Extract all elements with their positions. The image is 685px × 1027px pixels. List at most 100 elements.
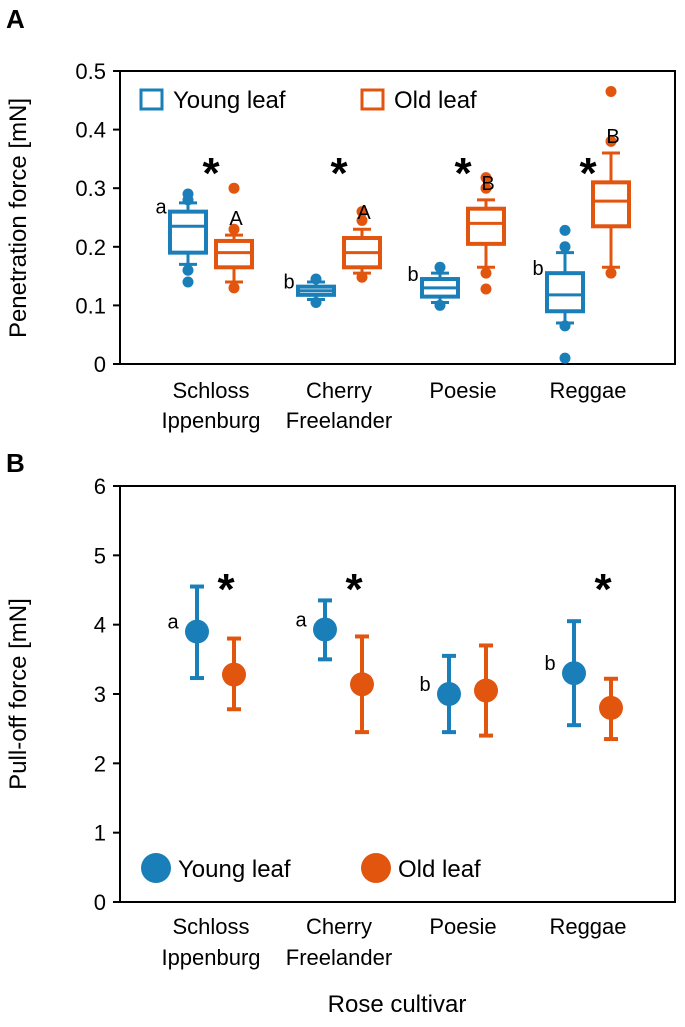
ytick-label: 0.1 [75, 293, 106, 318]
category-label: Schloss [172, 914, 249, 939]
significance-letter: a [167, 612, 179, 634]
mean-point [185, 619, 209, 644]
box [466, 206, 506, 246]
panel-a-frame [119, 70, 676, 365]
panel-a-label: A [6, 4, 25, 34]
panel-a-xaxis: Schloss Ippenburg Cherry Freelander Poesie Re… [161, 378, 626, 433]
panel-b-label: B [6, 448, 25, 478]
significance-letter: b [407, 264, 418, 286]
mean-point [474, 678, 498, 703]
outlier-point [480, 283, 492, 295]
mean-point [562, 661, 586, 686]
legend-young-box-icon [139, 88, 164, 111]
significance-letter: a [295, 610, 307, 632]
outlier-point [559, 224, 571, 236]
significance-star: * [594, 565, 612, 614]
outlier-point [559, 320, 571, 332]
legend-young-label-b: Young leaf [178, 856, 291, 883]
ytick-label: 0 [94, 890, 106, 915]
category-label: Poesie [429, 378, 496, 403]
legend-old-box-icon [360, 88, 385, 111]
panel-a-ylabel: Penetration force [mN] [5, 98, 32, 338]
ytick-label: 5 [94, 543, 106, 568]
category-label: Ippenburg [161, 408, 260, 433]
category-label: Reggae [549, 378, 626, 403]
category-label: Ippenburg [161, 945, 260, 970]
outlier-point [605, 267, 617, 279]
significance-letter: B [481, 173, 494, 195]
legend-old-dot-icon [361, 853, 391, 883]
outlier-point [434, 299, 446, 311]
panel-b-xaxis: Schloss Ippenburg Cherry Freelander Poesie Re… [161, 914, 626, 970]
category-label: Cherry [306, 914, 372, 939]
category-label: Freelander [286, 945, 392, 970]
ytick-label: 2 [94, 751, 106, 776]
significance-letter: b [544, 653, 555, 675]
category-label: Poesie [429, 914, 496, 939]
ytick-label: 0.5 [75, 59, 106, 84]
outlier-point [480, 172, 492, 184]
mean-point [599, 695, 623, 720]
panel-b-frame [119, 485, 676, 903]
ytick-label: 3 [94, 682, 106, 707]
panel-b-plot: a a b b * * * [167, 565, 623, 742]
panel-b-ylabel: Pull-off force [mN] [5, 598, 32, 790]
panel-b-legend: Young leaf Old leaf [141, 853, 481, 883]
significance-star: * [579, 149, 597, 198]
ytick-label: 6 [94, 474, 106, 499]
mean-point [350, 672, 374, 697]
significance-star: * [454, 149, 472, 198]
category-label: Reggae [549, 914, 626, 939]
box [168, 209, 208, 255]
box [591, 180, 631, 229]
outlier-point [480, 267, 492, 279]
outlier-point [228, 223, 240, 235]
outlier-point [228, 182, 240, 194]
outlier-point [605, 135, 617, 147]
panel-a-yaxis: 0 0.1 0.2 0.3 0.4 0.5 [75, 59, 120, 377]
outlier-point [310, 273, 322, 285]
significance-star: * [345, 565, 363, 614]
outlier-point [182, 276, 194, 288]
outlier-point [182, 188, 194, 200]
outlier-point [559, 241, 571, 253]
ytick-label: 0 [94, 352, 106, 377]
box [545, 271, 585, 314]
legend-young-label: Young leaf [173, 87, 286, 114]
ytick-label: 1 [94, 821, 106, 846]
outlier-point [310, 296, 322, 308]
significance-letter: A [229, 208, 243, 230]
significance-letter: b [283, 272, 294, 294]
ytick-label: 4 [94, 613, 106, 638]
outlier-point [228, 282, 240, 294]
outlier-point [605, 86, 617, 98]
outlier-point [559, 352, 571, 364]
category-label: Schloss [172, 378, 249, 403]
significance-star: * [202, 149, 220, 198]
panel-b-yaxis: 0 1 2 3 4 5 6 [94, 474, 120, 915]
significance-letter: B [606, 126, 619, 148]
mean-point [313, 617, 337, 642]
ytick-label: 0.4 [75, 118, 106, 143]
significance-letter: a [155, 197, 167, 219]
significance-letter: A [357, 202, 371, 224]
panel-a-legend: Young leaf Old leaf [139, 87, 477, 114]
mean-point [222, 662, 246, 687]
outlier-point [356, 271, 368, 283]
outlier-point [182, 264, 194, 276]
mean-point [437, 682, 461, 706]
significance-letter: b [419, 674, 430, 696]
panel-a-plot: a b b b A A B B * * * * [155, 86, 631, 364]
significance-star: * [217, 565, 235, 614]
category-label: Cherry [306, 378, 372, 403]
significance-letter: b [532, 258, 543, 280]
x-axis-title: Rose cultivar [328, 991, 467, 1018]
significance-star: * [330, 149, 348, 198]
outlier-point [356, 206, 368, 218]
legend-young-dot-icon [141, 853, 171, 883]
outlier-point [356, 214, 368, 226]
ytick-label: 0.2 [75, 235, 106, 260]
legend-old-label-b: Old leaf [398, 856, 481, 883]
outlier-point [434, 261, 446, 273]
